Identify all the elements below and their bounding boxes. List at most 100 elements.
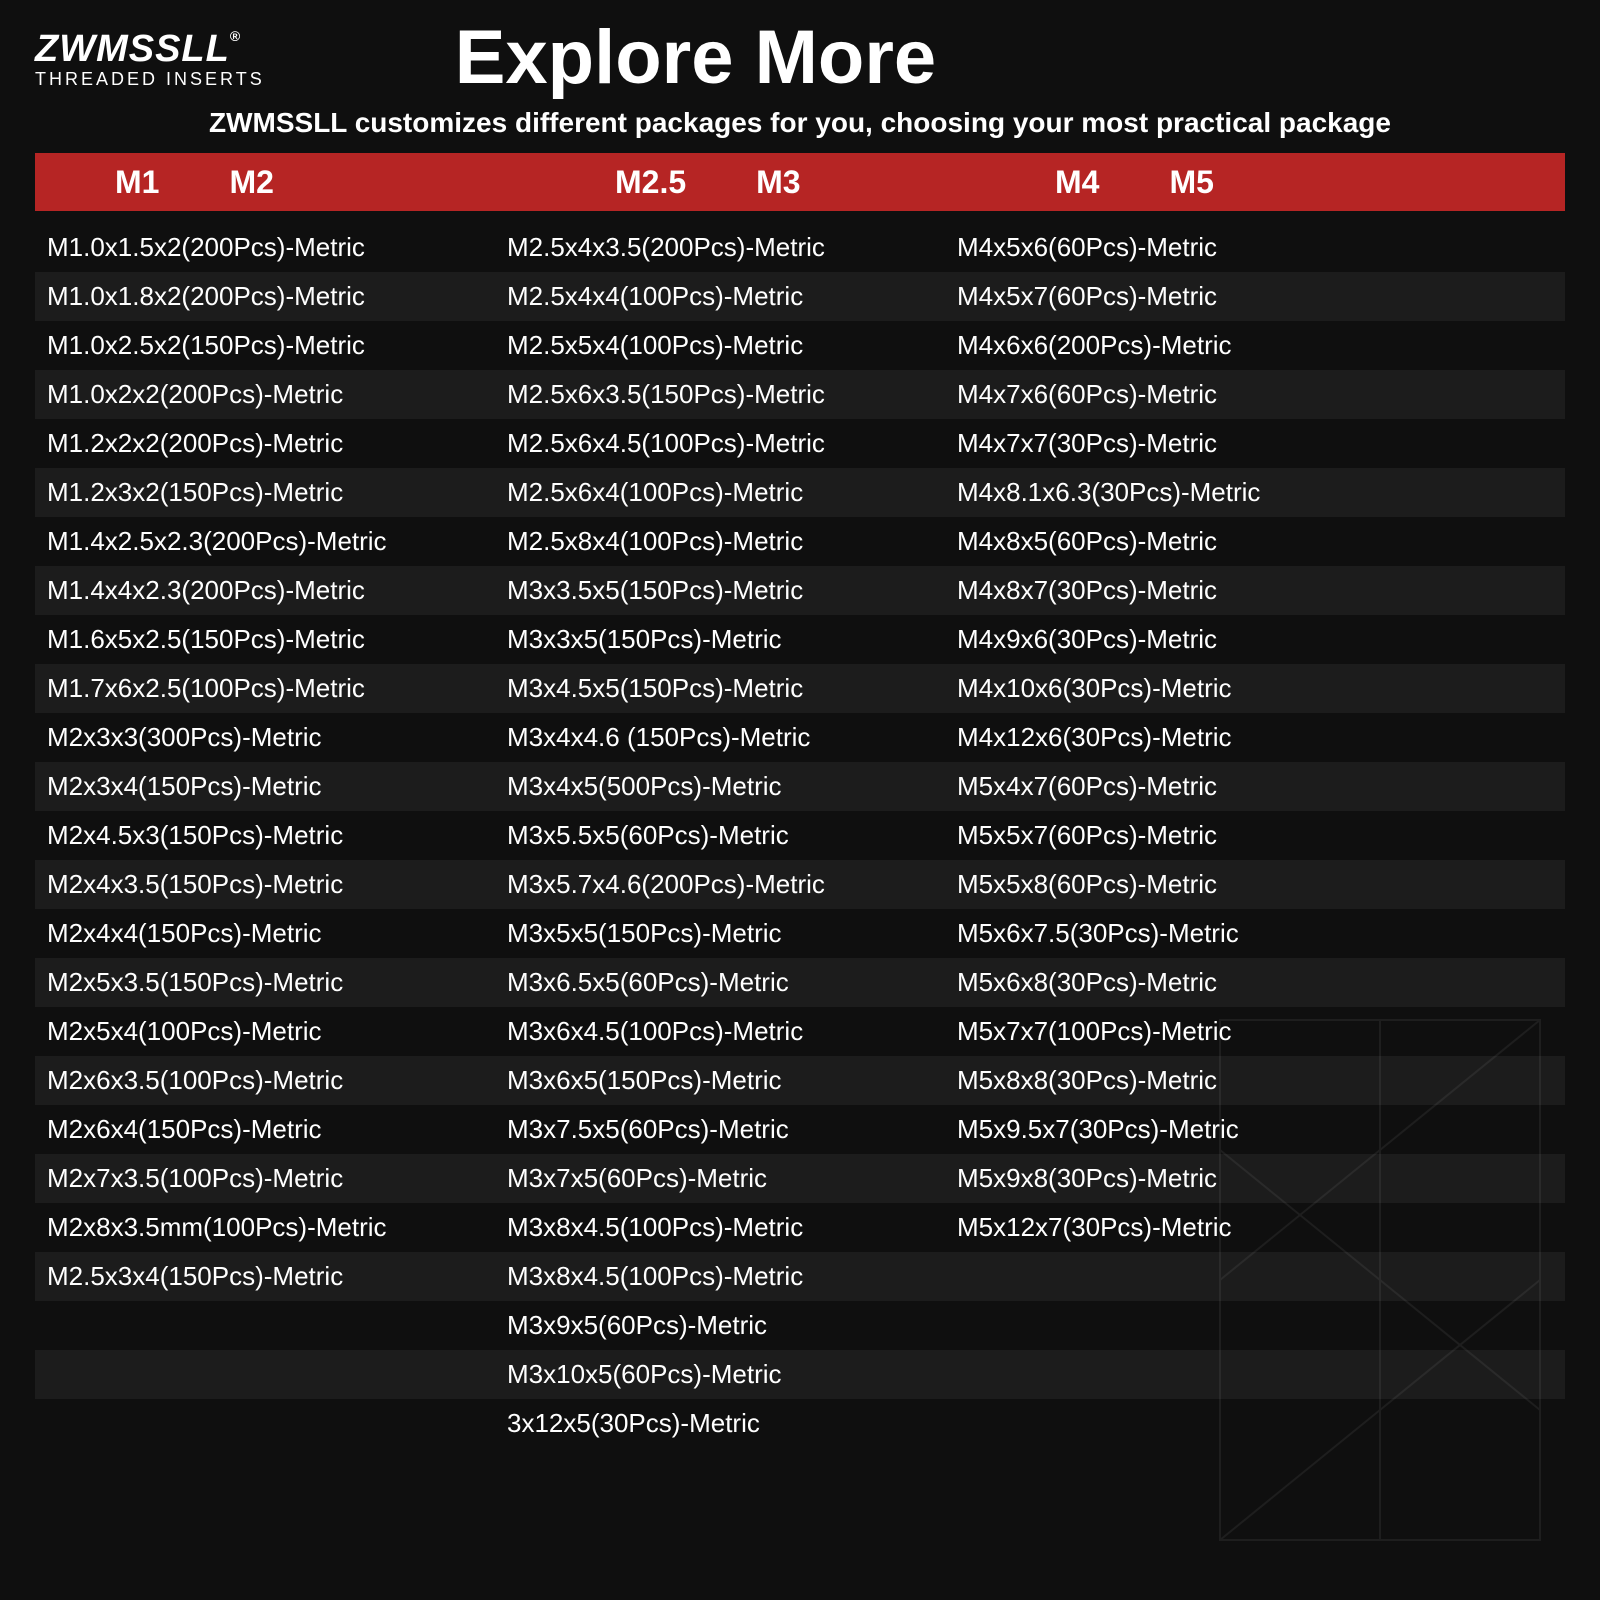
- table-cell: M3x9x5(60Pcs)-Metric: [495, 1310, 945, 1341]
- table-cell: M1.4x4x2.3(200Pcs)-Metric: [35, 575, 495, 606]
- table-cell: M3x6.5x5(60Pcs)-Metric: [495, 967, 945, 998]
- table-cell: M3x3x5(150Pcs)-Metric: [495, 624, 945, 655]
- table-row: M1.2x2x2(200Pcs)-MetricM2.5x6x4.5(100Pcs…: [35, 419, 1565, 468]
- table-row: M2x6x3.5(100Pcs)-MetricM3x6x5(150Pcs)-Me…: [35, 1056, 1565, 1105]
- table-cell: M2x6x3.5(100Pcs)-Metric: [35, 1065, 495, 1096]
- table-row: M1.0x1.5x2(200Pcs)-MetricM2.5x4x3.5(200P…: [35, 223, 1565, 272]
- header-group-2: M2.5 M3: [505, 164, 955, 201]
- table-cell: M3x7x5(60Pcs)-Metric: [495, 1163, 945, 1194]
- table-cell: M4x8x5(60Pcs)-Metric: [945, 526, 1565, 557]
- table-row: M3x9x5(60Pcs)-Metric: [35, 1301, 1565, 1350]
- table-cell: M3x4.5x5(150Pcs)-Metric: [495, 673, 945, 704]
- table-cell: M2x3x4(150Pcs)-Metric: [35, 771, 495, 802]
- table-cell: M1.7x6x2.5(100Pcs)-Metric: [35, 673, 495, 704]
- brand-name-text: ZWMSSLL: [35, 28, 230, 70]
- table-row: M2x8x3.5mm(100Pcs)-MetricM3x8x4.5(100Pcs…: [35, 1203, 1565, 1252]
- table-cell: M5x7x7(100Pcs)-Metric: [945, 1016, 1565, 1047]
- table-row: M1.4x4x2.3(200Pcs)-MetricM3x3.5x5(150Pcs…: [35, 566, 1565, 615]
- brand-subtitle: THREADED INSERTS: [35, 69, 265, 90]
- table-cell: M3x4x5(500Pcs)-Metric: [495, 771, 945, 802]
- table-cell: M5x9.5x7(30Pcs)-Metric: [945, 1114, 1565, 1145]
- table-cell: M2x7x3.5(100Pcs)-Metric: [35, 1163, 495, 1194]
- table-cell: M2x6x4(150Pcs)-Metric: [35, 1114, 495, 1145]
- table-cell: M1.0x1.8x2(200Pcs)-Metric: [35, 281, 495, 312]
- table-cell: M2.5x6x4(100Pcs)-Metric: [495, 477, 945, 508]
- table-cell: M3x6x4.5(100Pcs)-Metric: [495, 1016, 945, 1047]
- table-cell: M3x7.5x5(60Pcs)-Metric: [495, 1114, 945, 1145]
- table-row: M2x4x3.5(150Pcs)-MetricM3x5.7x4.6(200Pcs…: [35, 860, 1565, 909]
- header-group-1: M1 M2: [45, 164, 505, 201]
- table-cell: M3x8x4.5(100Pcs)-Metric: [495, 1212, 945, 1243]
- table-row: M2x5x4(100Pcs)-MetricM3x6x4.5(100Pcs)-Me…: [35, 1007, 1565, 1056]
- table-cell: M4x6x6(200Pcs)-Metric: [945, 330, 1565, 361]
- table-cell: M3x5.5x5(60Pcs)-Metric: [495, 820, 945, 851]
- brand-reg: ®: [230, 28, 241, 44]
- table-cell: M2.5x3x4(150Pcs)-Metric: [35, 1261, 495, 1292]
- table-cell: M4x7x7(30Pcs)-Metric: [945, 428, 1565, 459]
- table-cell: M4x9x6(30Pcs)-Metric: [945, 624, 1565, 655]
- table-cell: M5x12x7(30Pcs)-Metric: [945, 1212, 1565, 1243]
- header-m3: M3: [756, 164, 800, 201]
- brand-name: ZWMSSLL®: [35, 28, 265, 71]
- table-row: M2x4.5x3(150Pcs)-MetricM3x5.5x5(60Pcs)-M…: [35, 811, 1565, 860]
- table-cell: M1.2x2x2(200Pcs)-Metric: [35, 428, 495, 459]
- table-row: M1.4x2.5x2.3(200Pcs)-MetricM2.5x8x4(100P…: [35, 517, 1565, 566]
- table-cell: M2x5x3.5(150Pcs)-Metric: [35, 967, 495, 998]
- table-row: M3x10x5(60Pcs)-Metric: [35, 1350, 1565, 1399]
- table-cell: M2.5x4x4(100Pcs)-Metric: [495, 281, 945, 312]
- table-cell: M2.5x5x4(100Pcs)-Metric: [495, 330, 945, 361]
- table-cell: M1.6x5x2.5(150Pcs)-Metric: [35, 624, 495, 655]
- table-cell: M2x4x4(150Pcs)-Metric: [35, 918, 495, 949]
- table-cell: M2x4.5x3(150Pcs)-Metric: [35, 820, 495, 851]
- table-cell: M4x5x6(60Pcs)-Metric: [945, 232, 1565, 263]
- table-cell: M3x8x4.5(100Pcs)-Metric: [495, 1261, 945, 1292]
- table-cell: M2x8x3.5mm(100Pcs)-Metric: [35, 1212, 495, 1243]
- table-row: M1.2x3x2(150Pcs)-MetricM2.5x6x4(100Pcs)-…: [35, 468, 1565, 517]
- table-cell: M2x4x3.5(150Pcs)-Metric: [35, 869, 495, 900]
- table-cell: 3x12x5(30Pcs)-Metric: [495, 1408, 945, 1439]
- brand-block: ZWMSSLL® THREADED INSERTS: [35, 20, 265, 90]
- table-cell: M2x3x3(300Pcs)-Metric: [35, 722, 495, 753]
- table-cell: M4x10x6(30Pcs)-Metric: [945, 673, 1565, 704]
- table-row: M2x5x3.5(150Pcs)-MetricM3x6.5x5(60Pcs)-M…: [35, 958, 1565, 1007]
- table-row: M2x6x4(150Pcs)-MetricM3x7.5x5(60Pcs)-Met…: [35, 1105, 1565, 1154]
- table-row: 3x12x5(30Pcs)-Metric: [35, 1399, 1565, 1448]
- table-cell: M5x5x7(60Pcs)-Metric: [945, 820, 1565, 851]
- table-cell: M4x8.1x6.3(30Pcs)-Metric: [945, 477, 1565, 508]
- table-cell: M5x5x8(60Pcs)-Metric: [945, 869, 1565, 900]
- table-cell: M3x10x5(60Pcs)-Metric: [495, 1359, 945, 1390]
- table-cell: M3x6x5(150Pcs)-Metric: [495, 1065, 945, 1096]
- table-row: M1.0x2x2(200Pcs)-MetricM2.5x6x3.5(150Pcs…: [35, 370, 1565, 419]
- table-row: M1.6x5x2.5(150Pcs)-MetricM3x3x5(150Pcs)-…: [35, 615, 1565, 664]
- table-cell: M1.0x1.5x2(200Pcs)-Metric: [35, 232, 495, 263]
- table-cell: M5x6x7.5(30Pcs)-Metric: [945, 918, 1565, 949]
- header-m1: M1: [115, 164, 159, 201]
- table-cell: M4x8x7(30Pcs)-Metric: [945, 575, 1565, 606]
- table-row: M1.7x6x2.5(100Pcs)-MetricM3x4.5x5(150Pcs…: [35, 664, 1565, 713]
- table-cell: M2.5x8x4(100Pcs)-Metric: [495, 526, 945, 557]
- table-row: M2x4x4(150Pcs)-MetricM3x5x5(150Pcs)-Metr…: [35, 909, 1565, 958]
- table-cell: M3x5.7x4.6(200Pcs)-Metric: [495, 869, 945, 900]
- table-cell: M3x4x4.6 (150Pcs)-Metric: [495, 722, 945, 753]
- table-cell: M4x5x7(60Pcs)-Metric: [945, 281, 1565, 312]
- table-cell: M5x6x8(30Pcs)-Metric: [945, 967, 1565, 998]
- table-cell: M4x7x6(60Pcs)-Metric: [945, 379, 1565, 410]
- header-m2-5: M2.5: [615, 164, 686, 201]
- table-cell: M2.5x6x3.5(150Pcs)-Metric: [495, 379, 945, 410]
- table-cell: M2.5x4x3.5(200Pcs)-Metric: [495, 232, 945, 263]
- column-header-bar: M1 M2 M2.5 M3 M4 M5: [35, 153, 1565, 211]
- header-m4: M4: [1055, 164, 1099, 201]
- table-cell: M2.5x6x4.5(100Pcs)-Metric: [495, 428, 945, 459]
- table-cell: M3x3.5x5(150Pcs)-Metric: [495, 575, 945, 606]
- table-cell: M4x12x6(30Pcs)-Metric: [945, 722, 1565, 753]
- table-row: M2.5x3x4(150Pcs)-MetricM3x8x4.5(100Pcs)-…: [35, 1252, 1565, 1301]
- table-cell: M5x8x8(30Pcs)-Metric: [945, 1065, 1565, 1096]
- table-row: M1.0x1.8x2(200Pcs)-MetricM2.5x4x4(100Pcs…: [35, 272, 1565, 321]
- table-cell: M5x4x7(60Pcs)-Metric: [945, 771, 1565, 802]
- table-cell: M2x5x4(100Pcs)-Metric: [35, 1016, 495, 1047]
- table-cell: M1.0x2x2(200Pcs)-Metric: [35, 379, 495, 410]
- table-cell: M1.0x2.5x2(150Pcs)-Metric: [35, 330, 495, 361]
- table-cell: M1.4x2.5x2.3(200Pcs)-Metric: [35, 526, 495, 557]
- table-cell: M1.2x3x2(150Pcs)-Metric: [35, 477, 495, 508]
- table-cell: M5x9x8(30Pcs)-Metric: [945, 1163, 1565, 1194]
